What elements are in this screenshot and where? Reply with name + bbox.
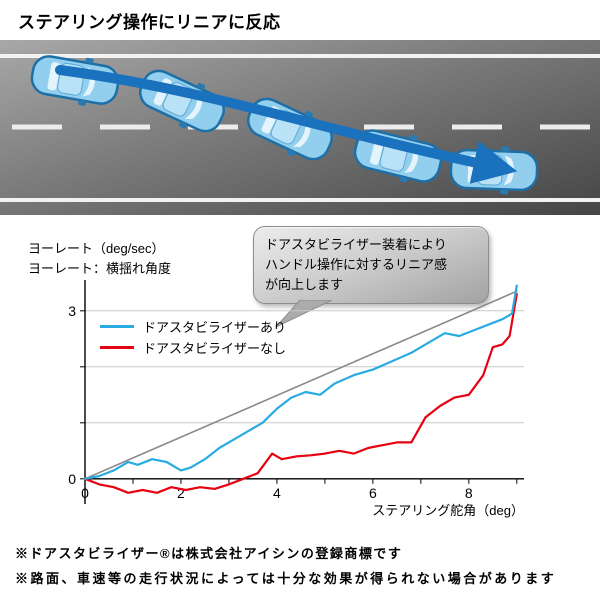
page-title: ステアリング操作にリニアに反応 (18, 13, 281, 32)
svg-text:2: 2 (177, 485, 185, 501)
legend-item-without: ドアスタビライザーなし (100, 337, 286, 358)
lane-change-arrow-icon (55, 65, 518, 184)
callout-text-line: ドアスタビライザー装着により (265, 237, 447, 252)
callout-bubble: ドアスタビライザー装着により ハンドル操作に対するリニア感 が向上します (253, 226, 489, 305)
svg-text:0: 0 (68, 471, 76, 487)
footnote-disclaimer: ※路面、車速等の走行状況によっては十分な効果が得られない場合があります (15, 571, 557, 586)
car-icon (448, 143, 540, 197)
callout-text-line: が向上します (265, 277, 344, 293)
legend-item-with: ドアスタビライザーあり (100, 316, 286, 337)
legend-swatch-red (100, 346, 134, 349)
svg-text:4: 4 (273, 485, 281, 501)
legend-label-without: ドアスタビライザーなし (143, 341, 287, 356)
legend-swatch-blue (100, 325, 134, 328)
svg-text:8: 8 (465, 485, 473, 501)
callout-text-line: ハンドル操作に対するリニア感 (265, 257, 448, 273)
y-axis-label-line1: ヨーレート（deg/sec） (28, 241, 165, 256)
svg-text:6: 6 (369, 485, 377, 501)
legend-label-with: ドアスタビライザーあり (143, 320, 287, 335)
road-scene (0, 40, 600, 215)
footnote-trademark: ※ドアスタビライザー®は株式会社アイシンの登録商標です (15, 546, 403, 561)
chart-legend: ドアスタビライザーあり ドアスタビライザーなし (100, 316, 286, 358)
svg-text:3: 3 (68, 303, 76, 319)
svg-text:0: 0 (81, 485, 89, 501)
road-illustration (0, 40, 600, 215)
y-axis-label-line2: ヨーレート：横揺れ角度 (28, 261, 172, 276)
x-axis-title: ステアリング舵角（deg） (372, 503, 524, 518)
